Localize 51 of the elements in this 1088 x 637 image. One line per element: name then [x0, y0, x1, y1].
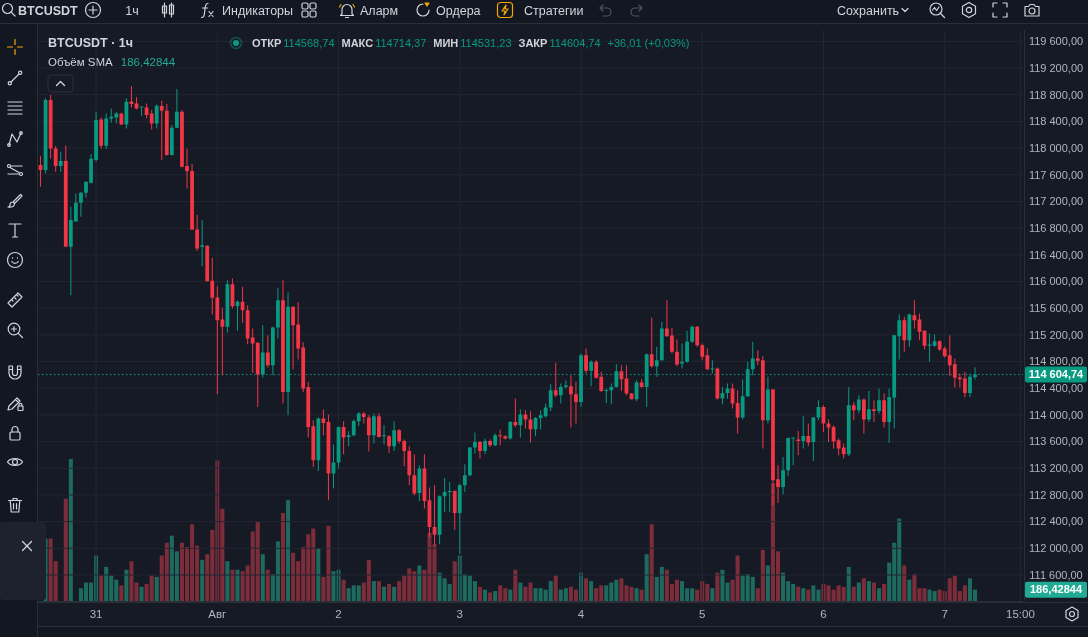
- y-tick-label: 116 400,00: [1028, 248, 1084, 261]
- x-tick-label: 3: [456, 608, 463, 620]
- annotation: 114568,74: [283, 37, 335, 49]
- y-tick-label: 116 000,00: [1028, 275, 1084, 288]
- text: Сохранить: [837, 4, 900, 18]
- annotation: 114604,74: [549, 37, 601, 49]
- chart-title: Объём SMA: [48, 56, 114, 68]
- x-tick-label: 7: [941, 608, 948, 620]
- y-tick-label: 118 000,00: [1028, 141, 1084, 154]
- annotation: +36,01 (+0,03%): [607, 37, 690, 49]
- x-tick-label: 2: [335, 608, 342, 620]
- y-tick-label: 114 000,00: [1028, 408, 1084, 421]
- text: BTCUSDT: [18, 4, 79, 18]
- text: Ордера: [436, 4, 481, 18]
- y-tick-label: 114 400,00: [1028, 382, 1084, 395]
- y-tick-label: 115 200,00: [1028, 328, 1084, 341]
- annotation: МИН: [433, 37, 459, 49]
- y-tick-label: 119 600,00: [1028, 35, 1084, 48]
- x-tick-label: 15:00: [1006, 608, 1035, 620]
- annotation: ОТКР: [252, 37, 282, 49]
- text: 186,42844: [1030, 583, 1083, 596]
- y-tick-label: 115 600,00: [1028, 302, 1084, 315]
- y-tick-label: 112 400,00: [1028, 515, 1084, 528]
- text: BTCUSDT · 1ч: [48, 36, 134, 50]
- y-tick-label: 118 800,00: [1028, 88, 1084, 101]
- ref-line-label: 114 604,74: [1028, 368, 1085, 381]
- text: Аларм: [360, 4, 399, 18]
- text: 1ч: [125, 4, 139, 18]
- y-tick-label: 113 600,00: [1028, 435, 1084, 448]
- annotation: ЗАКР: [518, 37, 548, 49]
- x-tick-label: 31: [89, 608, 103, 620]
- annotation: 114714,37: [375, 37, 427, 49]
- x-tick-label: 5: [699, 608, 706, 620]
- annotation: 114531,23: [460, 37, 512, 49]
- y-tick-label: 114 800,00: [1028, 355, 1084, 368]
- x-tick-label: Авг: [208, 608, 227, 620]
- annotation: 186,42844: [120, 56, 176, 68]
- annotation: МАКС: [341, 37, 374, 49]
- y-tick-label: 112 000,00: [1028, 542, 1084, 555]
- y-tick-label: 118 400,00: [1028, 115, 1084, 128]
- y-tick-label: 116 800,00: [1028, 221, 1084, 234]
- y-tick-label: 117 200,00: [1028, 195, 1084, 208]
- y-tick-label: 112 800,00: [1028, 488, 1084, 501]
- x-tick-label: 4: [577, 608, 585, 620]
- text: Стратегии: [524, 4, 584, 18]
- text: Индикаторы: [222, 4, 294, 18]
- y-tick-label: 119 200,00: [1028, 61, 1084, 74]
- y-tick-label: 113 200,00: [1028, 462, 1084, 475]
- y-tick-label: 117 600,00: [1028, 168, 1084, 181]
- x-tick-label: 6: [820, 608, 827, 620]
- y-tick-label: 111 600,00: [1029, 568, 1083, 581]
